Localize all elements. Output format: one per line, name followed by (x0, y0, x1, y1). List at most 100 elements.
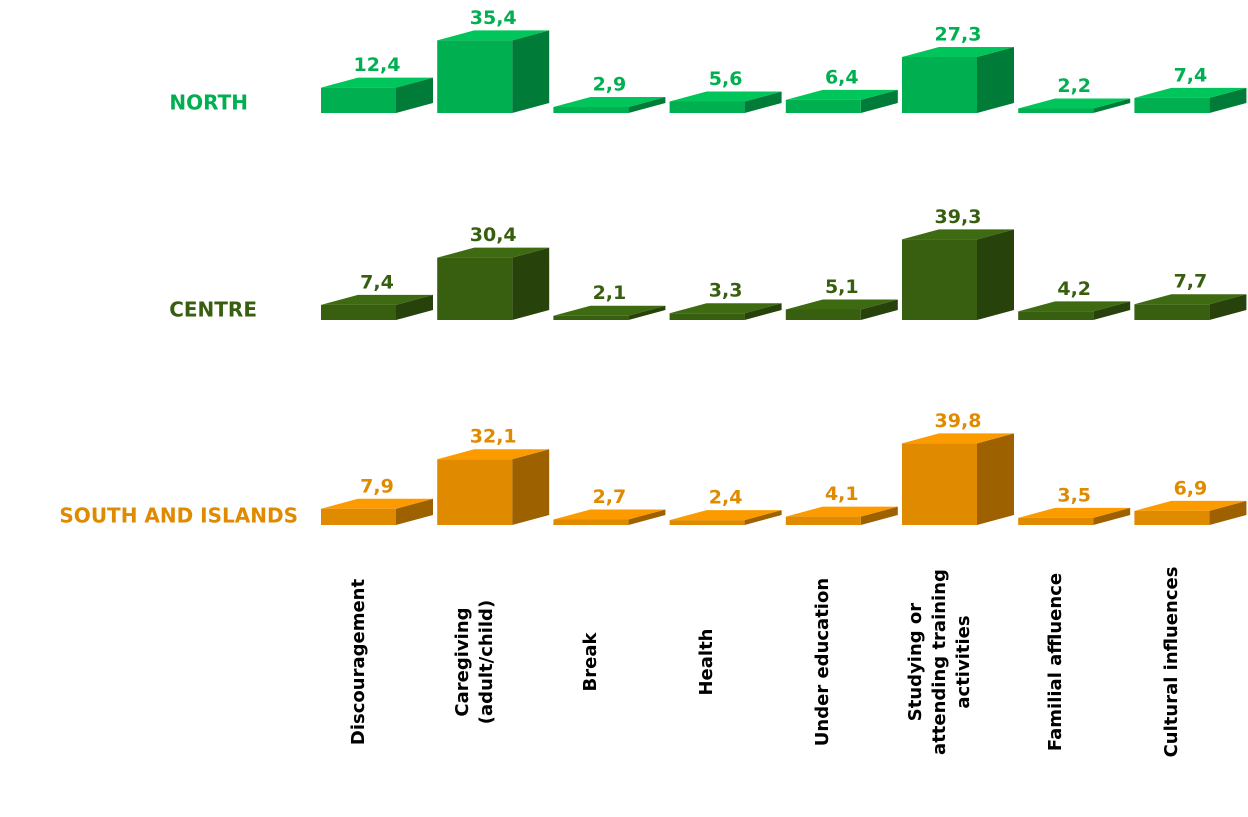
bar-top (437, 30, 550, 41)
bar-top (902, 229, 1014, 240)
bar (669, 91, 782, 113)
bar-front (1134, 97, 1210, 113)
bar-side (977, 433, 1014, 525)
bar-top (553, 97, 666, 108)
bar (1134, 500, 1247, 525)
bar-front (902, 57, 977, 113)
bar-side (860, 89, 898, 113)
bar (437, 30, 550, 113)
bar-side (744, 303, 782, 320)
bar (321, 77, 433, 113)
bar (437, 247, 550, 320)
bar-side (744, 510, 782, 525)
bar-top (437, 247, 550, 258)
bar-front (902, 239, 977, 320)
bar-top (902, 47, 1014, 58)
bar (1134, 294, 1247, 320)
row-label: NORTH (169, 91, 248, 115)
bar-side (512, 247, 550, 320)
value-label: 39,3 (935, 206, 982, 228)
bar-front (437, 40, 513, 113)
bar-top (1134, 500, 1247, 511)
category-label: Familial affluence (1044, 572, 1066, 752)
bar-side (977, 229, 1014, 320)
bar-side (1093, 507, 1131, 525)
row-label: SOUTH AND ISLANDS (59, 504, 298, 528)
bar-side (628, 97, 666, 113)
bar (321, 498, 433, 525)
bar-top (321, 498, 433, 509)
bar-front (553, 315, 629, 320)
bar-top (785, 506, 898, 517)
bar-front (902, 443, 977, 525)
bar-side (860, 299, 898, 320)
bar-front (785, 309, 861, 320)
value-label: 2,4 (709, 487, 743, 509)
bar (902, 229, 1014, 320)
bar (785, 506, 898, 525)
value-label: 27,3 (935, 24, 982, 46)
value-label: 4,2 (1057, 278, 1091, 300)
value-label: 7,4 (360, 271, 394, 293)
value-label: 2,2 (1057, 75, 1091, 97)
bar-side (512, 30, 550, 113)
bar-top (1134, 294, 1247, 305)
bar (553, 305, 666, 320)
category-label: Studying or attending training activitie… (904, 569, 974, 755)
bar-front (321, 508, 396, 525)
value-label: 3,3 (709, 280, 743, 302)
bar (785, 89, 898, 113)
bar-top (669, 91, 782, 102)
bar-front (1018, 311, 1094, 320)
bar-front (437, 459, 513, 525)
category-label: Discouragement (347, 578, 369, 746)
bar (553, 97, 666, 113)
bar (669, 303, 782, 320)
bar-side (512, 449, 550, 525)
bar-top (321, 294, 433, 305)
bar-front (437, 257, 513, 320)
bar (437, 449, 550, 525)
bar (1018, 507, 1131, 525)
bar-top (553, 509, 666, 520)
bar-top (1018, 507, 1131, 518)
bar-side (628, 509, 666, 525)
bar-top (437, 449, 550, 460)
value-label: 5,1 (825, 276, 859, 298)
bar-top (1018, 98, 1131, 109)
bar-top (669, 510, 782, 521)
bar-front (553, 519, 629, 525)
bar-side (628, 305, 666, 320)
value-label: 2,7 (593, 486, 627, 508)
bar-top (321, 77, 433, 88)
value-label: 35,4 (470, 7, 517, 29)
bar (669, 510, 782, 525)
bar-side (1209, 87, 1247, 113)
bar-front (669, 313, 745, 320)
bar (785, 299, 898, 320)
category-label: Break (579, 632, 601, 692)
bar-top (785, 89, 898, 100)
value-label: 7,4 (1174, 64, 1208, 86)
bar-front (1018, 108, 1094, 113)
bar-front (1134, 510, 1210, 525)
bar-front (785, 99, 861, 113)
bar-front (1134, 304, 1210, 320)
bar-side (1093, 98, 1131, 113)
bar-top (553, 305, 666, 316)
bar (1134, 87, 1247, 113)
bar (321, 294, 433, 320)
value-label: 3,5 (1057, 484, 1091, 506)
bar-top (902, 433, 1014, 444)
bar (1018, 98, 1131, 113)
bar-front (669, 520, 745, 525)
bar (902, 433, 1014, 525)
category-label: Health (695, 628, 717, 696)
bar-side (1209, 294, 1247, 320)
value-label: 32,1 (470, 426, 517, 448)
bar-front (669, 101, 745, 113)
value-label: 2,1 (593, 282, 627, 304)
category-label: Caregiving (adult/child) (451, 599, 497, 725)
bar (1018, 301, 1131, 320)
bar-top (1134, 87, 1247, 98)
